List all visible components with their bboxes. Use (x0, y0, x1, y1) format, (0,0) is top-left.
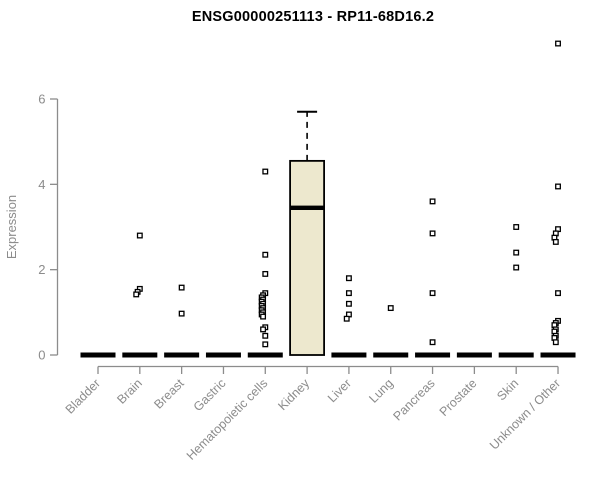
data-point (345, 290, 352, 297)
data-point (262, 251, 269, 258)
zero-median-bar (456, 352, 492, 358)
x-category-label: Bladder (63, 376, 103, 416)
x-category-label: Skin (494, 376, 521, 403)
data-point (513, 224, 520, 230)
zero-median-bar (540, 352, 576, 358)
chart-title: ENSG00000251113 - RP11-68D16.2 (191, 9, 435, 25)
box-rect (289, 159, 326, 356)
data-point (552, 238, 559, 245)
zero-median-bar (415, 352, 451, 358)
y-tick-label: 6 (38, 91, 45, 106)
x-category-label: Hematopoietic cells (184, 376, 271, 463)
data-point (343, 315, 350, 322)
data-point (555, 40, 561, 47)
zero-median-bar (205, 352, 241, 358)
y-axis-title: Expression (4, 195, 19, 259)
zero-median-bar (331, 352, 367, 358)
x-category-label: Lung (366, 376, 396, 406)
y-tick-label: 2 (38, 262, 45, 277)
x-category-label: Gastric (191, 376, 229, 414)
zero-median-bar (247, 352, 283, 358)
data-point (345, 300, 352, 307)
box-median-line (290, 205, 325, 210)
data-point (136, 232, 143, 239)
data-point (513, 249, 520, 256)
data-point (260, 313, 267, 320)
data-point (262, 332, 269, 339)
data-point (429, 230, 436, 237)
data-point (262, 341, 269, 348)
x-category-label: Brain (114, 376, 145, 407)
data-point (262, 168, 269, 175)
x-category-label: Liver (325, 376, 354, 405)
data-point (552, 339, 559, 346)
x-category-label: Pancreas (390, 376, 437, 423)
data-point (133, 291, 140, 298)
zero-median-bar (164, 352, 200, 358)
y-tick-label: 4 (38, 177, 45, 192)
zero-median-bar (498, 352, 534, 358)
data-point (429, 339, 436, 346)
x-category-label: Breast (151, 376, 187, 412)
data-point (262, 270, 269, 277)
data-point (345, 275, 352, 282)
zero-median-bar (373, 352, 409, 358)
data-point (178, 310, 185, 317)
data-point (178, 284, 185, 291)
zero-median-bar (80, 352, 116, 358)
x-category-label: Kidney (275, 376, 312, 413)
data-point (513, 264, 520, 271)
zero-median-bar (122, 352, 158, 358)
x-category-label: Prostate (437, 376, 480, 419)
x-category-label: Unknown / Other (487, 376, 563, 452)
data-point (555, 183, 561, 190)
data-point (429, 198, 436, 205)
data-point (555, 290, 561, 297)
data-point (387, 305, 394, 312)
data-point (429, 290, 436, 297)
y-tick-label: 0 (38, 348, 45, 363)
data-point (260, 326, 267, 333)
